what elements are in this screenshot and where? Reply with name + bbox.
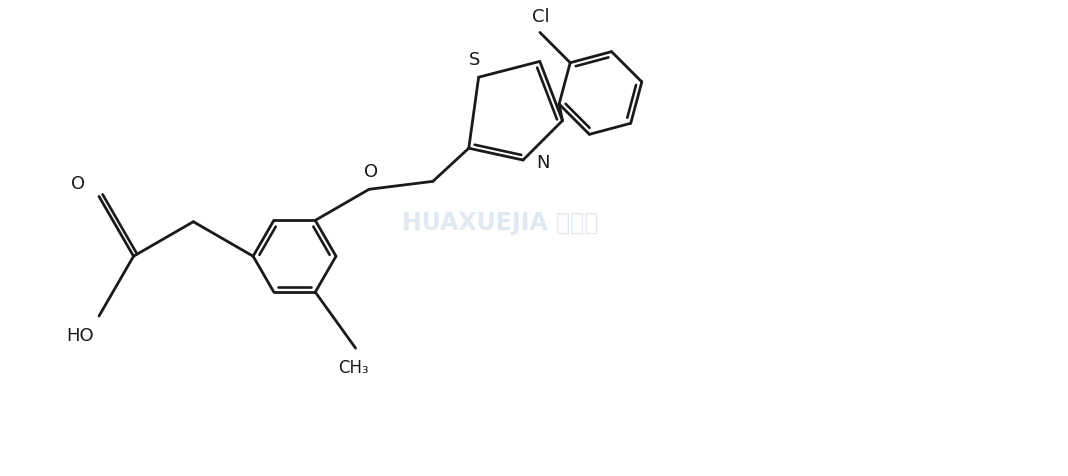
- Text: O: O: [72, 175, 85, 193]
- Text: N: N: [536, 154, 549, 172]
- Text: S: S: [469, 51, 481, 69]
- Text: CH₃: CH₃: [339, 358, 368, 376]
- Text: O: O: [364, 163, 378, 181]
- Text: Cl: Cl: [532, 8, 550, 26]
- Text: HO: HO: [66, 326, 94, 344]
- Text: HUAXUEJIA 化学加: HUAXUEJIA 化学加: [403, 210, 599, 234]
